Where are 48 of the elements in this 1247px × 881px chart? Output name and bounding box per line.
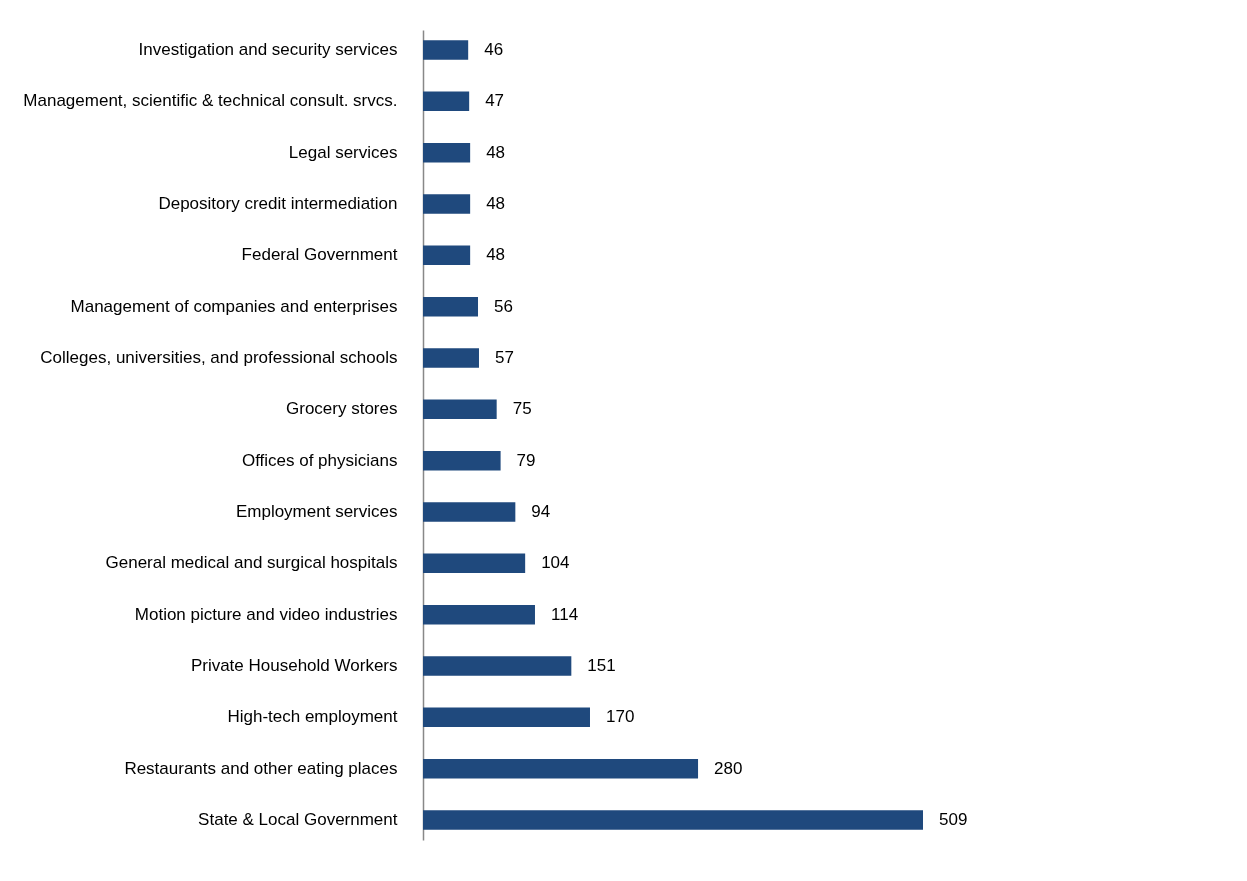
y-tick-label: High-tech employment	[227, 707, 398, 727]
data-label: 94	[531, 502, 551, 521]
y-tick-label: Restaurants and other eating places	[124, 758, 398, 778]
data-label: 170	[605, 707, 635, 727]
data-label: 509	[939, 809, 968, 829]
data-label: 48	[486, 245, 506, 265]
bar	[423, 142, 471, 163]
data-label: 114	[550, 604, 579, 624]
y-tick-label: Depository credit intermediation	[158, 194, 398, 214]
bar	[423, 245, 471, 266]
bar	[423, 296, 479, 317]
y-tick-label: Private Household Workers	[190, 655, 398, 675]
bar	[423, 502, 516, 522]
bar	[423, 450, 501, 471]
y-tick-label: Investigation and security services	[138, 40, 398, 60]
data-label: 56	[494, 296, 513, 316]
bar	[423, 91, 470, 112]
y-tick-label: General medical and surgical hospitals	[105, 553, 398, 573]
y-tick-label: Colleges, universities, and professional schools	[40, 348, 398, 367]
y-tick-label: Federal Government	[241, 245, 398, 265]
bar	[423, 399, 497, 420]
y-tick-label: Offices of physicians	[241, 450, 398, 470]
data-label: 151	[587, 655, 616, 675]
y-tick-label: Management, scientific & technical consult. srvcs.	[23, 91, 398, 111]
data-label: 48	[486, 142, 506, 162]
y-tick-label: State & Local Government	[198, 809, 398, 829]
bar	[423, 707, 590, 728]
bar	[423, 553, 526, 574]
bar	[423, 194, 471, 214]
bar	[423, 758, 699, 779]
y-tick-label: Motion picture and video industries	[134, 604, 398, 624]
y-tick-label: Legal services	[288, 142, 398, 162]
bar	[423, 348, 479, 368]
y-tick-label: Grocery stores	[286, 399, 398, 419]
bar	[423, 656, 572, 676]
y-tick-label: Employment services	[235, 502, 398, 521]
y-tick-label: Management of companies and enterprises	[70, 296, 398, 316]
data-label: 47	[485, 91, 505, 111]
data-label: 46	[484, 40, 504, 60]
data-label: 280	[714, 758, 743, 778]
data-label: 57	[494, 348, 514, 367]
bar	[423, 40, 469, 60]
bar	[423, 604, 535, 625]
bar	[423, 810, 923, 830]
data-label: 104	[541, 553, 570, 573]
data-label: 79	[516, 450, 536, 470]
data-label: 48	[486, 194, 506, 214]
data-label: 75	[512, 399, 532, 419]
